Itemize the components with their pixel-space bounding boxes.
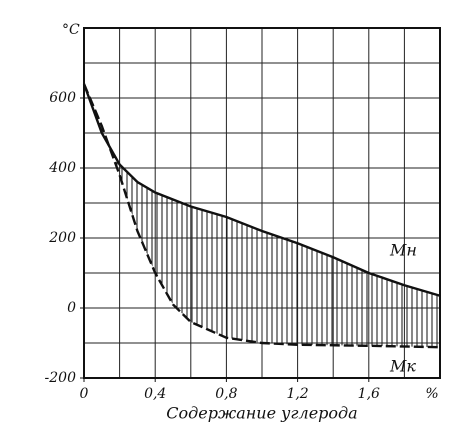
line	[82, 83, 441, 349]
x-tick-label: 0	[80, 386, 89, 402]
series-label: Mк	[389, 357, 416, 376]
x-unit: %	[425, 386, 438, 402]
y-tick-label: 400	[48, 160, 76, 176]
x-tick-label: 1,2	[286, 386, 308, 402]
series-label: Mн	[389, 240, 417, 259]
x-tick-label: 0,8	[215, 386, 237, 402]
y-tick-label: 600	[49, 90, 76, 106]
hatch-area	[84, 84, 440, 348]
y-tick-label: -200	[45, 370, 77, 386]
y-tick-label: 0	[67, 300, 76, 316]
y-tick-label: 200	[48, 230, 76, 246]
plot-frame	[83, 27, 441, 379]
x-axis-label: Содержание углерода	[166, 404, 357, 423]
line	[82, 83, 441, 297]
x-tick-label: 0,4	[144, 386, 166, 402]
y-axis-label: °C	[62, 22, 80, 38]
x-tick-label: 1,6	[358, 386, 380, 402]
